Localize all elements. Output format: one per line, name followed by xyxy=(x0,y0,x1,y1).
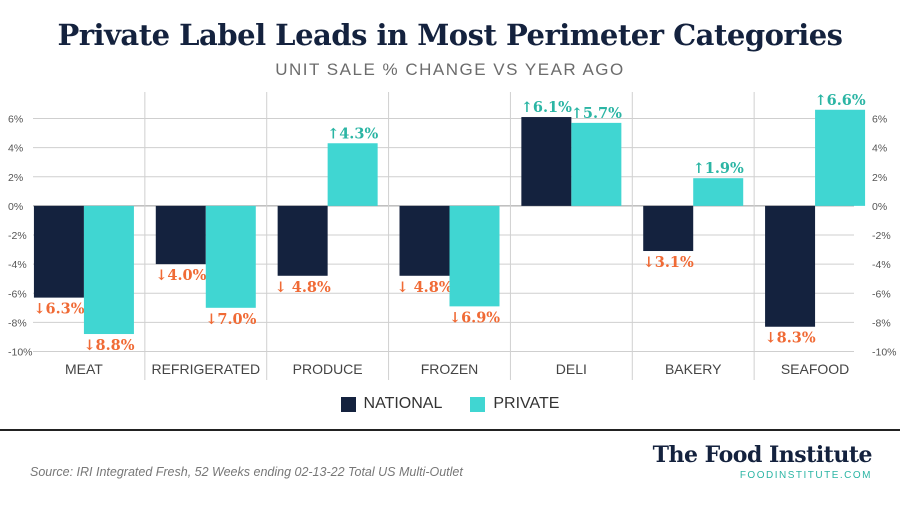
bar-national xyxy=(643,205,694,252)
legend-label-private: PRIVATE xyxy=(493,395,560,412)
data-label-private: ↓8.8% xyxy=(83,337,134,354)
data-label-national: ↑6.1% xyxy=(521,99,572,116)
data-label-private: ↓6.9% xyxy=(449,309,500,326)
chart-title: Private Label Leads in Most Perimeter Ca… xyxy=(57,18,843,52)
legend-swatch-national xyxy=(340,396,356,412)
y-tick-label-right: -8% xyxy=(872,317,891,329)
legend-label-national: NATIONAL xyxy=(363,395,443,412)
bar-national xyxy=(765,205,816,327)
bar-national xyxy=(277,205,328,276)
y-tick-label-right: 4% xyxy=(872,143,887,155)
bar-chart: 6% 6% 4% 4% 2% 2% 0% 0% -2% -2% -4% -4% -6% -6% -8% -8%… xyxy=(8,92,897,380)
brand-name: The Food Institute xyxy=(652,442,873,468)
chart-subtitle: UNIT SALE % CHANGE VS YEAR AGO xyxy=(275,60,625,79)
data-label-national: ↓ 4.8% xyxy=(275,279,331,296)
y-tick-label-left: 0% xyxy=(8,201,23,213)
footer-divider xyxy=(0,429,900,431)
bar-national xyxy=(399,205,450,276)
bar-private xyxy=(327,143,378,206)
data-label-national: ↓ 4.8% xyxy=(396,279,452,296)
x-tick-label: BAKERY xyxy=(665,361,722,377)
y-tick-label-left: -2% xyxy=(8,230,27,242)
data-label-private: ↑1.9% xyxy=(693,160,744,177)
source-note: Source: IRI Integrated Fresh, 52 Weeks e… xyxy=(30,465,463,479)
bar-private xyxy=(205,205,256,308)
y-tick-label-left: 6% xyxy=(8,114,23,126)
y-tick-label-right: 2% xyxy=(872,172,887,184)
data-label-national: ↓8.3% xyxy=(764,330,815,347)
y-tick-label-left: -10% xyxy=(8,347,33,359)
brand-url: FOODINSTITUTE.COM xyxy=(739,470,872,481)
x-tick-label: FROZEN xyxy=(421,361,479,377)
bar-private xyxy=(571,122,622,206)
y-tick-label-left: -8% xyxy=(8,317,27,329)
bar-national xyxy=(33,205,84,298)
y-tick-label-right: -6% xyxy=(872,288,891,300)
legend-item-private: PRIVATE xyxy=(470,395,559,413)
data-label-private: ↑4.3% xyxy=(327,125,378,142)
bar-national xyxy=(521,117,572,206)
data-label-private: ↑6.6% xyxy=(814,92,865,109)
brand-logo: The Food Institute FOODINSTITUTE.COM xyxy=(652,442,873,481)
y-tick-label-right: 6% xyxy=(872,114,887,126)
y-tick-label-left: -4% xyxy=(8,259,27,271)
x-tick-label: REFRIGERATED xyxy=(151,361,260,377)
legend-swatch-private xyxy=(470,396,486,412)
x-tick-label: DELI xyxy=(556,361,587,377)
legend-item-national: NATIONAL xyxy=(340,395,443,413)
bar-national xyxy=(155,205,206,265)
data-label-national: ↓6.3% xyxy=(33,301,84,318)
chart-legend: NATIONAL PRIVATE xyxy=(0,395,900,413)
y-tick-label-left: -6% xyxy=(8,288,27,300)
x-tick-label: MEAT xyxy=(65,361,103,377)
data-label-national: ↓3.1% xyxy=(643,254,694,271)
y-tick-label-left: 2% xyxy=(8,172,23,184)
y-tick-label-left: 4% xyxy=(8,143,23,155)
bar-private xyxy=(693,178,744,206)
y-tick-label-right: -4% xyxy=(872,259,891,271)
bar-private xyxy=(815,109,866,206)
x-tick-label: PRODUCE xyxy=(293,361,363,377)
bar-private xyxy=(83,205,134,335)
y-tick-label-right: -2% xyxy=(872,230,891,242)
y-tick-label-right: -10% xyxy=(872,347,897,359)
data-label-national: ↓4.0% xyxy=(155,267,206,284)
data-label-private: ↑5.7% xyxy=(571,105,622,122)
x-tick-label: SEAFOOD xyxy=(781,361,849,377)
data-label-private: ↓7.0% xyxy=(205,311,256,328)
y-tick-label-right: 0% xyxy=(872,201,887,213)
bar-private xyxy=(449,205,500,307)
